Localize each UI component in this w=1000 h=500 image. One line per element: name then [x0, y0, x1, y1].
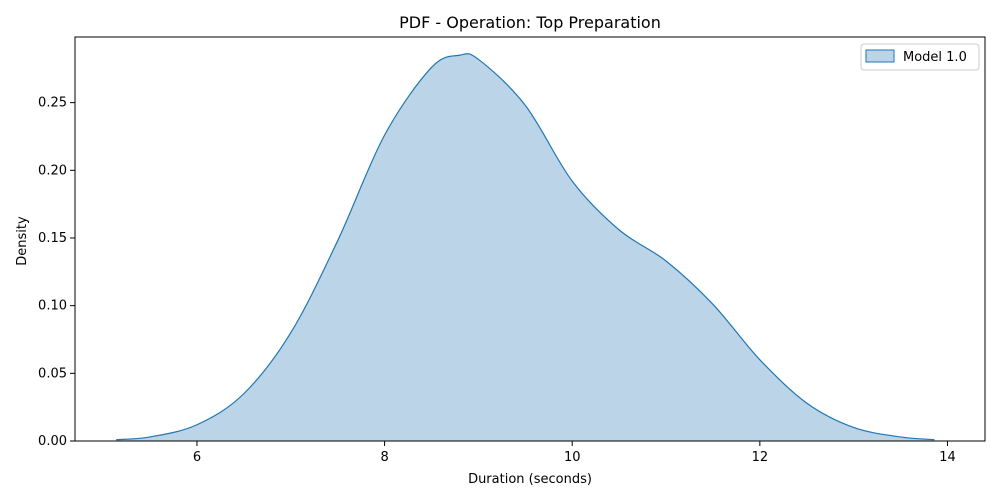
y-tick-label: 0.10: [38, 299, 67, 314]
density-area: [116, 53, 935, 442]
legend: Model 1.0: [860, 43, 980, 71]
density-line: [116, 53, 935, 441]
plot-frame: [74, 36, 986, 442]
y-axis-label: Density: [15, 216, 30, 266]
y-tick-label: 0.00: [38, 434, 67, 449]
x-tick-label: 12: [752, 450, 769, 465]
y-tick-label: 0.15: [38, 231, 67, 246]
y-tick-label: 0.20: [38, 163, 67, 178]
legend-swatch: [865, 49, 895, 63]
x-tick-label: 6: [193, 450, 201, 465]
x-tick-label: 8: [380, 450, 388, 465]
plot-area: 6 8 10 12 14 0.00 0.05 0.10 0.15 0.20 0.25: [38, 36, 986, 465]
chart-title: PDF - Operation: Top Preparation: [399, 13, 661, 32]
x-axis-label: Duration (seconds): [468, 472, 592, 487]
legend-label: Model 1.0: [903, 50, 967, 65]
y-tick-label: 0.05: [38, 366, 67, 381]
y-tick-label: 0.25: [38, 96, 67, 111]
x-tick-label: 10: [564, 450, 581, 465]
x-tick-label: 14: [939, 450, 956, 465]
